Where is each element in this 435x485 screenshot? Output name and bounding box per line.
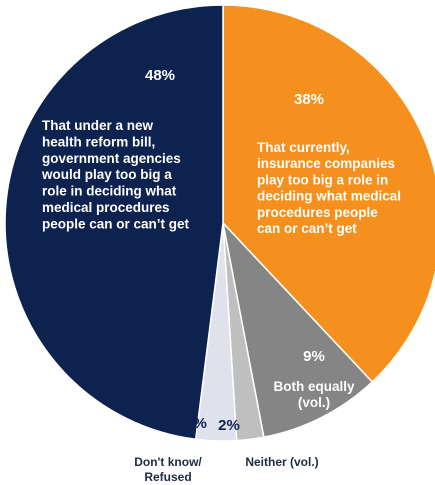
pie-labels: 38% That currently, insurance companies pla… bbox=[41, 67, 401, 484]
pie-slices bbox=[4, 4, 435, 442]
category-label-line: government agencies bbox=[42, 151, 181, 166]
category-label-line: deciding what medical bbox=[257, 189, 401, 204]
category-label-line: role in deciding what bbox=[42, 184, 177, 199]
category-label-line: procedures people bbox=[257, 205, 378, 220]
value-label-both: 9% bbox=[303, 348, 325, 365]
category-label-line: health reform bill, bbox=[42, 134, 155, 149]
category-label-line: That currently, bbox=[257, 140, 350, 155]
category-label-line: would play too big a bbox=[41, 167, 172, 182]
pie-slice-insurance bbox=[222, 4, 435, 383]
category-label-line: Refused bbox=[144, 470, 191, 484]
value-label-insurance: 38% bbox=[294, 91, 324, 108]
category-label-line: (vol.) bbox=[298, 395, 330, 410]
value-label-government: 48% bbox=[145, 67, 175, 84]
category-label-line: Don't know/ bbox=[134, 455, 202, 469]
category-label-line: Both equally bbox=[273, 379, 354, 394]
value-label-neither: 2% bbox=[218, 417, 240, 434]
category-label-line: medical procedures bbox=[42, 200, 170, 215]
category-label-line: Neither (vol.) bbox=[245, 455, 318, 469]
category-label-line: That under a new bbox=[42, 118, 154, 133]
category-label-neither: Neither (vol.) bbox=[245, 455, 318, 469]
category-label-line: people can or can’t get bbox=[42, 216, 190, 231]
category-label-insurance: That currently, insurance companies play t… bbox=[257, 140, 401, 236]
category-label-line: play too big a role in bbox=[257, 172, 388, 187]
category-label-line: can or can’t get bbox=[257, 221, 357, 236]
pie-slice-government bbox=[4, 4, 224, 441]
category-label-both: Both equally (vol.) bbox=[273, 379, 354, 410]
value-label-dontknow: 3% bbox=[185, 415, 207, 432]
category-label-dontknow: Don't know/Refused bbox=[134, 455, 202, 484]
category-label-government: That under a new health reform bill, gover… bbox=[41, 118, 190, 231]
pie-slice-both bbox=[221, 220, 374, 439]
category-label-line: insurance companies bbox=[257, 156, 395, 171]
